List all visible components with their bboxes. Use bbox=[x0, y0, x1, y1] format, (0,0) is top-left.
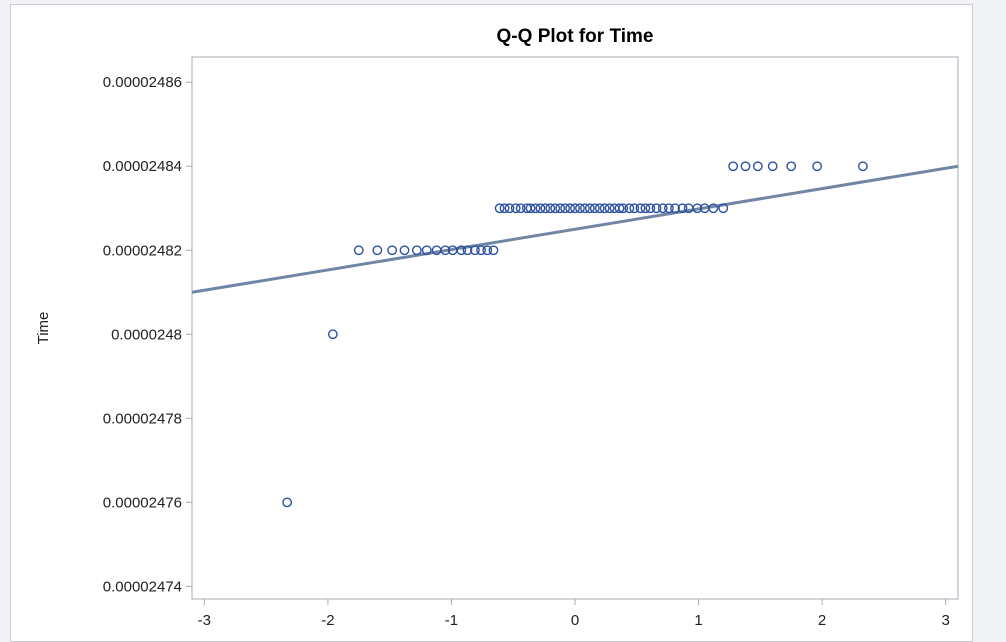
data-point bbox=[718, 203, 729, 214]
y-tick-label: 0.0000248 bbox=[111, 326, 182, 343]
chart-title: Q-Q Plot for Time bbox=[497, 26, 654, 47]
y-tick-label: 0.00002482 bbox=[103, 242, 182, 259]
data-point bbox=[692, 203, 703, 214]
data-point bbox=[651, 203, 662, 214]
data-point bbox=[614, 203, 625, 214]
data-point bbox=[494, 203, 505, 214]
data-point bbox=[645, 203, 656, 214]
data-point bbox=[599, 203, 610, 214]
data-point bbox=[657, 203, 668, 214]
data-point bbox=[482, 245, 493, 256]
data-point bbox=[629, 203, 640, 214]
y-tick-label: 0.00002484 bbox=[103, 158, 182, 175]
data-point bbox=[456, 245, 467, 256]
data-point bbox=[786, 161, 797, 172]
data-point bbox=[708, 203, 719, 214]
data-point bbox=[857, 161, 868, 172]
data-point bbox=[515, 203, 526, 214]
data-point bbox=[462, 245, 473, 256]
data-point bbox=[635, 203, 646, 214]
data-point bbox=[740, 161, 751, 172]
data-point bbox=[504, 203, 515, 214]
data-point bbox=[510, 203, 521, 214]
data-point bbox=[728, 161, 739, 172]
data-point bbox=[327, 329, 338, 340]
data-point bbox=[640, 203, 651, 214]
data-point bbox=[499, 203, 510, 214]
y-axis: 0.00002474 0.00002476 0.00002478 0.0000248 0… bbox=[103, 74, 192, 595]
x-tick-label: -1 bbox=[445, 612, 458, 629]
data-point bbox=[677, 203, 688, 214]
data-point bbox=[411, 245, 422, 256]
data-point bbox=[530, 203, 541, 214]
data-point bbox=[488, 245, 499, 256]
data-point bbox=[560, 203, 571, 214]
data-point bbox=[624, 203, 635, 214]
data-point bbox=[421, 245, 432, 256]
y-tick-label: 0.00002474 bbox=[103, 578, 182, 595]
y-tick-label: 0.00002478 bbox=[103, 410, 182, 427]
data-point bbox=[476, 245, 487, 256]
y-tick-label: 0.00002476 bbox=[103, 494, 182, 511]
data-point bbox=[618, 203, 629, 214]
data-point bbox=[470, 245, 480, 256]
data-point bbox=[663, 203, 674, 214]
data-point bbox=[372, 245, 383, 256]
data-point bbox=[282, 497, 293, 508]
x-tick-label: 2 bbox=[818, 612, 826, 629]
data-point bbox=[440, 245, 451, 256]
data-point bbox=[670, 203, 680, 214]
data-point bbox=[570, 203, 580, 214]
x-axis: -3 -2 -1 0 1 2 3 bbox=[198, 599, 950, 629]
x-tick-label: -2 bbox=[321, 612, 334, 629]
data-point bbox=[767, 161, 778, 172]
data-point bbox=[594, 203, 605, 214]
data-point bbox=[575, 203, 585, 214]
data-point bbox=[579, 203, 590, 214]
data-point bbox=[584, 203, 595, 214]
data-point bbox=[353, 245, 364, 256]
data-point bbox=[752, 161, 763, 172]
data-point bbox=[604, 203, 615, 214]
plot-frame bbox=[191, 56, 959, 600]
y-axis-label: Time bbox=[35, 312, 52, 345]
data-point bbox=[550, 203, 561, 214]
x-tick-label: 0 bbox=[571, 612, 579, 629]
x-tick-label: -3 bbox=[198, 612, 211, 629]
y-tick-label: 0.00002486 bbox=[103, 74, 182, 91]
data-point bbox=[545, 203, 556, 214]
chart-panel: Q-Q Plot for Time Time 0.00002474 0.00002… bbox=[10, 4, 973, 642]
qq-plot-chart: Q-Q Plot for Time Time 0.000024740.00002… bbox=[35, 26, 959, 629]
data-point bbox=[540, 203, 551, 214]
data-point bbox=[535, 203, 546, 214]
data-point bbox=[565, 203, 575, 214]
data-point bbox=[812, 161, 823, 172]
data-point bbox=[399, 245, 410, 256]
data-point bbox=[555, 203, 566, 214]
data-point bbox=[387, 245, 398, 256]
reference-line bbox=[191, 164, 959, 294]
x-tick-label: 3 bbox=[941, 612, 949, 629]
x-tick-label: 1 bbox=[694, 612, 702, 629]
data-point bbox=[525, 203, 536, 214]
data-point bbox=[589, 203, 600, 214]
data-points bbox=[282, 161, 868, 508]
